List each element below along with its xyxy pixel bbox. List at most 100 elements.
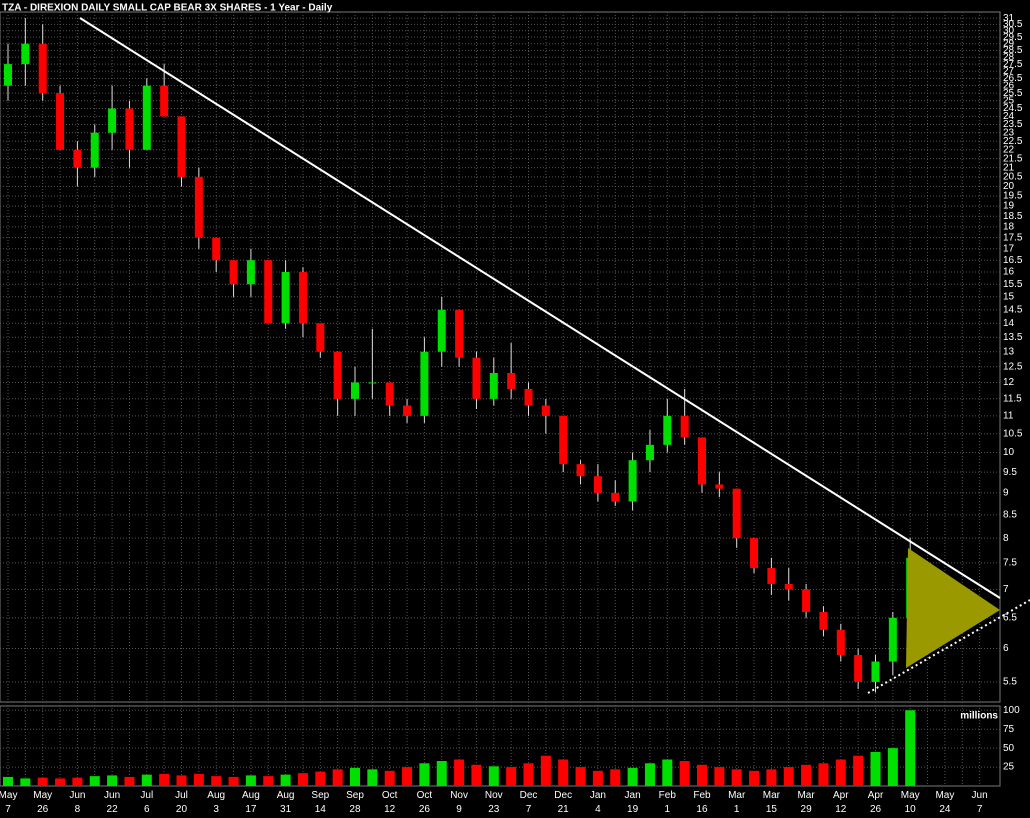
y-tick-label: 26.5 bbox=[1003, 73, 1023, 84]
x-tick-label: Sep 28 bbox=[346, 790, 364, 815]
y-tick-label: 7 bbox=[1003, 584, 1009, 595]
y-tick-label: 25.5 bbox=[1003, 88, 1023, 99]
y-tick-label: 10 bbox=[1003, 447, 1015, 458]
volume-bar bbox=[211, 776, 222, 786]
volume-bar bbox=[488, 766, 499, 786]
candle-body bbox=[559, 415, 568, 465]
y-tick-label: 25 bbox=[1003, 762, 1015, 773]
y-tick-label: 19 bbox=[1003, 201, 1015, 212]
candle-body bbox=[698, 437, 706, 485]
candle-body bbox=[645, 444, 654, 461]
volume-bar bbox=[610, 769, 621, 786]
volume-bar bbox=[176, 775, 187, 786]
y-tick-label: 6 bbox=[1003, 643, 1009, 654]
candle-body bbox=[611, 492, 620, 502]
volume-bar bbox=[644, 763, 655, 786]
x-tick-label: Oct 26 bbox=[416, 790, 433, 815]
volume-bar bbox=[245, 775, 256, 786]
x-tick-label: Jan 4 bbox=[589, 790, 606, 815]
volume-bar bbox=[55, 778, 66, 786]
candle-body bbox=[489, 372, 498, 399]
candle-body bbox=[351, 382, 359, 399]
volume-bar bbox=[749, 770, 760, 786]
y-tick-label: 28 bbox=[1003, 52, 1015, 63]
volume-bar bbox=[783, 767, 794, 786]
y-tick-label: 28.5 bbox=[1003, 45, 1023, 56]
volume-bar bbox=[315, 771, 326, 786]
candle-body bbox=[541, 405, 550, 416]
volume-bar bbox=[558, 759, 569, 786]
x-tick-label: Nov 23 bbox=[484, 790, 503, 815]
candle-body bbox=[4, 64, 12, 86]
y-tick-label: 12 bbox=[1003, 377, 1015, 388]
y-tick-label: 24 bbox=[1003, 111, 1015, 122]
candle-body bbox=[888, 617, 897, 662]
y-tick-label: 20.5 bbox=[1003, 172, 1023, 183]
candle-body bbox=[160, 85, 169, 117]
volume-bar bbox=[627, 767, 638, 786]
y-tick-label: 9 bbox=[1003, 488, 1009, 499]
volume-bar bbox=[280, 774, 291, 786]
x-tick-label: Mar 29 bbox=[797, 790, 815, 815]
volume-bar bbox=[419, 763, 430, 786]
marks bbox=[3, 18, 916, 786]
candle-body bbox=[593, 476, 602, 493]
candle-body bbox=[125, 108, 134, 150]
x-tick-label: Mar 1 bbox=[728, 790, 746, 815]
resistance-trendline bbox=[79, 17, 1001, 599]
y-tick-label: 30.5 bbox=[1003, 19, 1023, 30]
candle-body bbox=[264, 260, 273, 324]
y-tick-label: 21.5 bbox=[1003, 153, 1023, 164]
volume-bar bbox=[263, 776, 274, 786]
volume-bar bbox=[523, 763, 534, 786]
y-tick-label: 11.5 bbox=[1003, 393, 1022, 404]
candle-body bbox=[90, 132, 99, 168]
y-tick-label: 22 bbox=[1003, 144, 1015, 155]
support-trendline bbox=[867, 599, 1030, 694]
volume-bar bbox=[575, 767, 586, 786]
y-tick-label: 13.5 bbox=[1003, 332, 1023, 343]
volume-bar bbox=[384, 770, 395, 786]
y-tick-label: 18 bbox=[1003, 221, 1015, 232]
candle-body bbox=[73, 149, 82, 168]
candle-body bbox=[229, 260, 238, 285]
candle-body bbox=[871, 661, 880, 682]
candle-body bbox=[368, 382, 377, 384]
y-tick-label: 18.5 bbox=[1003, 211, 1023, 222]
volume-bar bbox=[714, 767, 725, 786]
volume-bar bbox=[3, 776, 13, 786]
volume-bar bbox=[89, 776, 100, 786]
candle-body bbox=[420, 351, 429, 416]
x-tick-label: Jun 8 bbox=[69, 790, 86, 815]
candle-body bbox=[38, 43, 47, 94]
volume-bar bbox=[818, 763, 829, 786]
candle-body bbox=[194, 176, 203, 238]
volume-bar bbox=[332, 769, 343, 786]
volume-bar bbox=[297, 773, 308, 786]
x-tick-label: Aug 31 bbox=[276, 790, 295, 815]
y-tick-label: 5.5 bbox=[1003, 677, 1017, 688]
y-tick-label: 20 bbox=[1003, 181, 1015, 192]
volume-bar bbox=[124, 776, 135, 786]
volume-bar bbox=[454, 759, 465, 786]
price-pane bbox=[0, 11, 1001, 703]
y-tick-label: 25 bbox=[1003, 95, 1015, 106]
candle-body bbox=[854, 654, 863, 682]
y-tick-label: 8.5 bbox=[1003, 509, 1017, 520]
y-tick-label: 15.5 bbox=[1003, 279, 1023, 290]
y-tick-label: 8 bbox=[1003, 533, 1009, 544]
y-tick-label: 27 bbox=[1003, 66, 1015, 77]
volume-bar bbox=[20, 778, 31, 786]
x-tick-label: Jan 19 bbox=[624, 790, 641, 815]
x-tick-label: Feb 1 bbox=[658, 790, 676, 815]
candle-body bbox=[142, 85, 151, 150]
candle-body bbox=[732, 488, 741, 539]
y-tick-label: 24.5 bbox=[1003, 103, 1023, 114]
volume-bar bbox=[766, 769, 777, 786]
x-tick-label: Jul 6 bbox=[140, 790, 154, 815]
y-tick-label: 15 bbox=[1003, 291, 1015, 302]
x-tick-label: Feb 16 bbox=[693, 790, 711, 815]
candle-body bbox=[819, 611, 828, 630]
y-tick-label: 9.5 bbox=[1003, 467, 1017, 478]
